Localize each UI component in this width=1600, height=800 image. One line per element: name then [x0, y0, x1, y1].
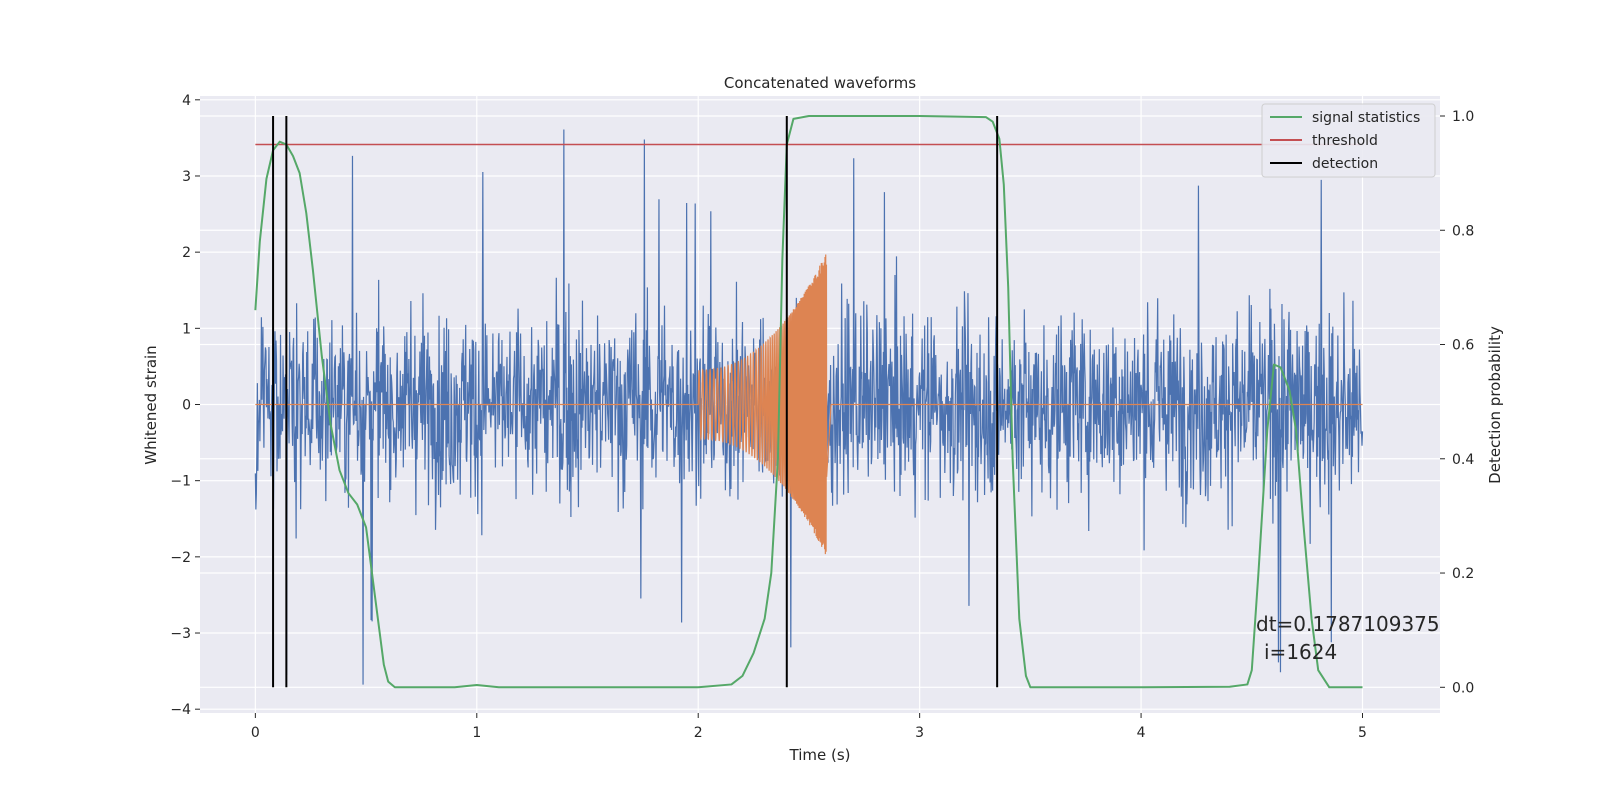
y-axis-label-left: Whitened strain — [142, 345, 160, 464]
y-left-tick-label: −3 — [170, 626, 191, 642]
annotation-i: i=1624 — [1264, 640, 1337, 664]
y-right-tick-label: 0.6 — [1452, 338, 1474, 354]
legend: signal statistics threshold detection — [1261, 103, 1436, 178]
y-left-tick-label: 0 — [182, 398, 191, 414]
x-tick-label: 5 — [1358, 725, 1367, 741]
y-right-tick-label: 0.4 — [1452, 452, 1474, 468]
y-left-tick-label: 1 — [182, 321, 191, 337]
legend-box — [1261, 103, 1436, 178]
waveform-line — [255, 254, 1363, 555]
probability-series — [254, 115, 1363, 689]
x-axis: 0 1 2 3 4 5 — [251, 713, 1367, 741]
x-tick-label: 4 — [1137, 725, 1146, 741]
legend-label-signal-statistics: signal statistics — [1312, 110, 1420, 126]
right-axis: 0.0 0.2 0.4 0.6 0.8 1.0 — [1440, 109, 1474, 696]
waveform-series — [255, 254, 1363, 555]
chart-title: Concatenated waveforms — [724, 74, 916, 92]
x-tick-label: 3 — [915, 725, 924, 741]
x-tick-label: 0 — [251, 725, 260, 741]
y-left-tick-label: 4 — [182, 93, 191, 109]
left-axis: −4 −3 −2 −1 0 1 2 3 4 — [170, 93, 200, 718]
x-tick-label: 1 — [472, 725, 481, 741]
y-right-tick-label: 1.0 — [1452, 109, 1474, 125]
y-left-tick-label: −4 — [170, 702, 191, 718]
legend-label-detection: detection — [1312, 156, 1378, 172]
y-left-tick-label: −2 — [170, 550, 191, 566]
annotation-dt: dt=0.1787109375 — [1256, 612, 1440, 636]
y-right-tick-label: 0.8 — [1452, 223, 1474, 239]
y-right-tick-label: 0.2 — [1452, 566, 1474, 582]
x-axis-label: Time (s) — [789, 746, 851, 764]
y-left-tick-label: 2 — [182, 245, 191, 261]
y-right-tick-label: 0.0 — [1452, 680, 1474, 696]
legend-label-threshold: threshold — [1312, 133, 1378, 149]
y-axis-label-right: Detection probability — [1486, 326, 1504, 484]
x-tick-label: 2 — [694, 725, 703, 741]
signal-statistics-line — [254, 115, 1363, 689]
y-left-tick-label: 3 — [182, 169, 191, 185]
y-left-tick-label: −1 — [170, 474, 191, 490]
